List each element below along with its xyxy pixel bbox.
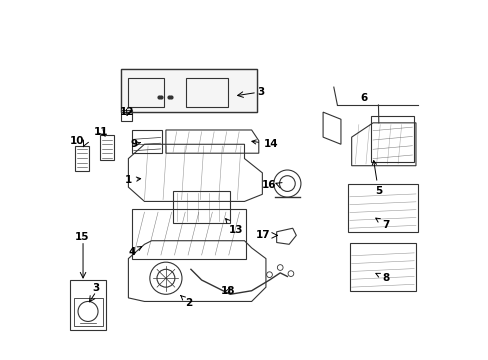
Text: 5: 5 [371, 161, 381, 196]
Text: 3: 3 [92, 283, 100, 293]
Text: 16: 16 [262, 180, 276, 190]
Bar [121, 69, 257, 112]
Text: 15: 15 [75, 232, 89, 242]
Text: 7: 7 [375, 218, 388, 230]
Text: 8: 8 [375, 273, 388, 283]
Text: 4: 4 [128, 247, 142, 257]
Text: 6: 6 [360, 93, 367, 103]
Text: 3: 3 [256, 87, 264, 98]
Text: 10: 10 [70, 136, 84, 147]
Text: 17: 17 [256, 230, 270, 240]
Text: 11: 11 [94, 127, 108, 137]
Text: 18: 18 [221, 286, 235, 296]
Text: 1: 1 [124, 175, 141, 185]
Text: 9: 9 [130, 139, 140, 149]
Text: 12: 12 [120, 107, 134, 117]
Text: 2: 2 [180, 296, 192, 308]
Text: 14: 14 [251, 139, 278, 149]
Polygon shape [121, 69, 257, 112]
Text: 13: 13 [225, 219, 243, 235]
